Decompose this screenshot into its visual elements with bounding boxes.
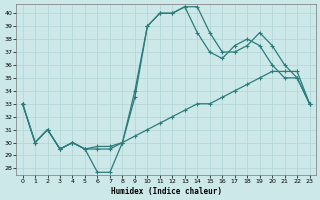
X-axis label: Humidex (Indice chaleur): Humidex (Indice chaleur) xyxy=(111,187,221,196)
